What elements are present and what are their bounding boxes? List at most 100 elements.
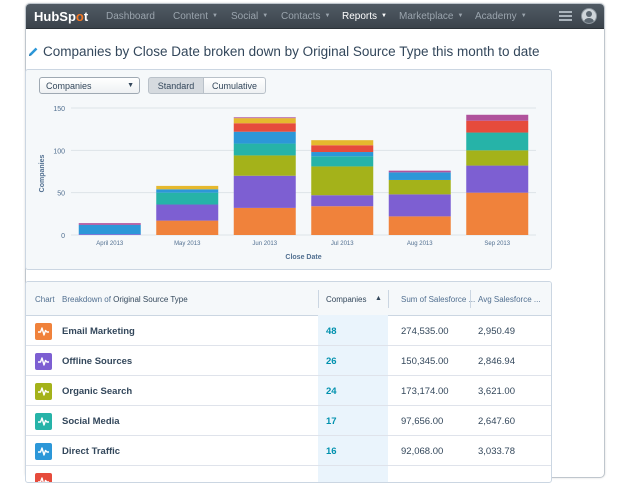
sparkline-chart-icon[interactable] (35, 443, 52, 460)
x-tick-label: Sep 2013 (484, 241, 510, 247)
metric-select[interactable]: Companies ▼ (39, 77, 140, 94)
sort-ascending-icon[interactable]: ▲ (375, 295, 382, 302)
source-type-name[interactable]: Offline Sources (62, 356, 133, 367)
standard-toggle-button[interactable]: Standard (148, 77, 204, 94)
nav-social[interactable]: Social ▼ (231, 11, 268, 22)
companies-count-link[interactable]: 24 (326, 386, 337, 397)
bar-segment (466, 192, 529, 235)
header-avg[interactable]: Avg Salesforce ... (478, 295, 541, 304)
bar-segment (156, 185, 219, 190)
y-axis-label: Companies (39, 155, 46, 193)
avg-value: 2,647.60 (478, 416, 515, 427)
table-header: Chart Breakdown of Original Source Type … (26, 282, 551, 316)
bar-segment (233, 131, 296, 144)
y-tick-label: 50 (57, 191, 65, 198)
chevron-down-icon: ▼ (381, 13, 387, 20)
bar-segment (466, 114, 529, 121)
user-avatar-icon[interactable] (581, 8, 597, 24)
table-row[interactable]: Organic Search 24 173,174.00 3,621.00 (26, 376, 551, 406)
table-row[interactable] (26, 466, 551, 482)
bar-segment (78, 224, 141, 235)
hamburger-menu-icon[interactable] (559, 11, 572, 21)
chevron-down-icon: ▼ (520, 13, 527, 20)
bar-segment (233, 117, 296, 119)
chevron-down-icon: ▼ (324, 13, 331, 20)
metric-select-value: Companies (46, 81, 92, 91)
bar-segment (311, 156, 374, 167)
companies-count-link[interactable]: 17 (326, 416, 337, 427)
chart-panel: Companies ▼ Standard Cumulative 0 50 100 15… (25, 69, 552, 270)
chevron-down-icon: ▼ (457, 13, 464, 20)
bar-segment (233, 155, 296, 176)
nav-dashboard[interactable]: Dashboard (106, 11, 155, 22)
bar-segment (233, 175, 296, 208)
avg-value: 2,950.49 (478, 326, 515, 337)
bar-segment (311, 145, 374, 153)
bar-segment (156, 192, 219, 205)
sum-value: 274,535.00 (401, 326, 449, 337)
bar-segment (311, 206, 374, 235)
x-tick-label: Jun 2013 (252, 241, 277, 247)
companies-count-link[interactable]: 26 (326, 356, 337, 367)
table-row[interactable]: Email Marketing 48 274,535.00 2,950.49 (26, 316, 551, 346)
sparkline-chart-icon[interactable] (35, 413, 52, 430)
x-tick-label: April 2013 (96, 241, 124, 247)
companies-count-link[interactable]: 16 (326, 446, 337, 457)
bar-segment (311, 140, 374, 146)
y-tick-label: 0 (61, 233, 65, 240)
bar-segment (156, 204, 219, 221)
avg-value: 2,846.94 (478, 356, 515, 367)
bar-segment (466, 165, 529, 193)
sparkline-chart-icon[interactable] (35, 473, 52, 482)
source-type-name[interactable]: Email Marketing (62, 326, 135, 337)
bar-segment (388, 194, 451, 217)
bar-segment (388, 172, 451, 180)
bar-segment (233, 143, 296, 156)
table-row[interactable]: Social Media 17 97,656.00 2,647.60 (26, 406, 551, 436)
companies-count-link[interactable]: 48 (326, 326, 337, 337)
nav-content-label: Content (173, 11, 209, 22)
sparkline-chart-icon[interactable] (35, 383, 52, 400)
table-row[interactable]: Direct Traffic 16 92,068.00 3,033.78 (26, 436, 551, 466)
bar-segment (311, 152, 374, 157)
bar-segment (156, 220, 219, 235)
header-sum[interactable]: Sum of Salesforce ... (401, 295, 476, 304)
hubspot-logo[interactable]: HubSpot (34, 9, 89, 24)
source-type-name[interactable]: Organic Search (62, 386, 133, 397)
pencil-edit-icon[interactable] (27, 46, 39, 58)
cumulative-toggle-button[interactable]: Cumulative (204, 77, 266, 94)
sum-value: 92,068.00 (401, 446, 444, 457)
nav-social-label: Social (231, 11, 259, 22)
nav-content[interactable]: Content ▼ (173, 11, 218, 22)
y-tick-label: 100 (53, 148, 65, 155)
source-type-name[interactable]: Direct Traffic (62, 446, 121, 457)
table-row[interactable]: Offline Sources 26 150,345.00 2,846.94 (26, 346, 551, 376)
nav-marketplace[interactable]: Marketplace ▼ (399, 11, 463, 22)
nav-contacts-label: Contacts (281, 11, 321, 22)
header-breakdown-field: Original Source Type (113, 295, 188, 304)
nav-reports-label: Reports (342, 11, 378, 22)
chevron-down-icon: ▼ (127, 82, 134, 89)
sparkline-chart-icon[interactable] (35, 353, 52, 370)
sum-value: 173,174.00 (401, 386, 449, 397)
nav-contacts[interactable]: Contacts ▼ (281, 11, 330, 22)
bar-segment (156, 189, 219, 193)
chevron-down-icon: ▼ (262, 13, 269, 20)
y-tick-label: 150 (53, 106, 65, 113)
x-tick-label: May 2013 (174, 241, 201, 247)
source-type-name[interactable]: Social Media (62, 416, 120, 427)
header-breakdown[interactable]: Breakdown of Original Source Type (62, 295, 188, 304)
sparkline-chart-icon[interactable] (35, 323, 52, 340)
bar-segment (78, 234, 141, 235)
header-chart: Chart (35, 295, 55, 304)
nav-academy[interactable]: Academy ▼ (475, 11, 527, 22)
sorted-column-highlight (318, 315, 388, 482)
header-breakdown-prefix: Breakdown of (62, 295, 114, 304)
nav-reports[interactable]: Reports ▼ (342, 11, 387, 22)
bar-segment (233, 207, 296, 235)
bar-segment (233, 118, 296, 124)
sum-value: 150,345.00 (401, 356, 449, 367)
avg-value: 3,621.00 (478, 386, 515, 397)
nav-academy-label: Academy (475, 11, 517, 22)
header-companies[interactable]: Companies (326, 295, 367, 304)
